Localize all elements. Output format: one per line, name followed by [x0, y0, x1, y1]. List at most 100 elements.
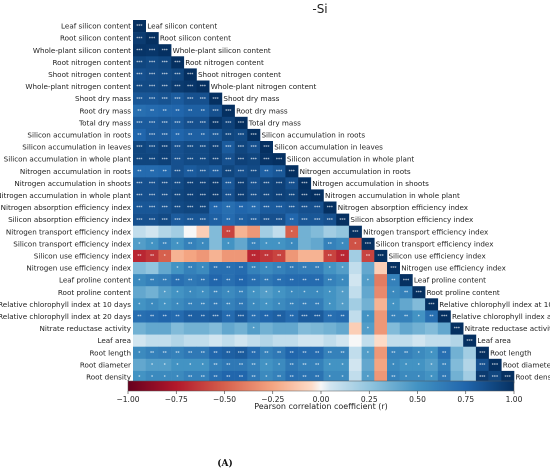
significance-mark: ** [150, 108, 154, 113]
significance-mark: *** [225, 169, 231, 174]
heatmap-cell [374, 262, 388, 275]
heatmap-cell [298, 358, 312, 372]
significance-mark: *** [174, 157, 180, 162]
significance-mark: *** [314, 205, 320, 210]
significance-mark: * [176, 290, 178, 295]
row-label: Shoot dry mass [75, 94, 131, 103]
heatmap-cell [196, 141, 210, 154]
heatmap-cell-diagonal [310, 189, 324, 202]
heatmap-cell [399, 358, 413, 372]
heatmap-cell [425, 346, 439, 360]
heatmap-cell [361, 346, 375, 360]
significance-mark: *** [479, 350, 485, 355]
significance-mark: *** [276, 193, 282, 198]
heatmap-cell [437, 370, 451, 384]
heatmap-cell [272, 262, 286, 275]
heatmap-cell [209, 249, 223, 263]
significance-mark: ** [150, 314, 154, 319]
significance-mark: *** [174, 169, 180, 174]
diagonal-label: Shoot dry mass [223, 94, 279, 103]
significance-mark: * [278, 362, 280, 367]
diagonal-label: Silicon accumulation in whole plant [287, 155, 415, 164]
heatmap-cell [145, 177, 159, 190]
heatmap-cell [399, 298, 413, 311]
significance-mark: *** [212, 157, 218, 162]
diagonal-label: Shoot nitrogen content [198, 70, 281, 79]
significance-mark: ** [277, 278, 281, 283]
heatmap-cell-diagonal [323, 201, 337, 214]
heatmap-cell [399, 370, 413, 384]
significance-mark: ** [340, 254, 344, 259]
colorbar-tick-label: −1.00 [117, 395, 140, 404]
significance-mark: *** [162, 181, 168, 186]
significance-mark: *** [238, 145, 244, 150]
significance-mark: ** [252, 375, 256, 380]
heatmap-cell [285, 225, 299, 239]
significance-mark: * [176, 241, 178, 246]
heatmap-cell [209, 141, 223, 154]
significance-mark: *** [314, 217, 320, 222]
heatmap-cell [234, 189, 248, 202]
heatmap-cell [285, 262, 299, 275]
heatmap-cell [310, 249, 324, 263]
heatmap-cell [171, 249, 185, 263]
heatmap-cell [234, 310, 248, 323]
heatmap-cell-diagonal [336, 213, 350, 226]
significance-mark: *** [149, 84, 155, 89]
heatmap-cell [272, 249, 286, 263]
heatmap-cell [310, 286, 324, 299]
heatmap-cell-diagonal [183, 68, 197, 81]
heatmap-cell [171, 116, 185, 130]
significance-mark: *** [416, 290, 422, 295]
significance-mark: *** [238, 157, 244, 162]
heatmap-cell [183, 346, 197, 360]
significance-mark: ** [175, 278, 179, 283]
heatmap-cell [361, 298, 375, 311]
heatmap-cell [158, 116, 172, 130]
heatmap-cell [133, 141, 146, 154]
diagonal-label: Root nitrogen content [185, 58, 264, 67]
significance-mark: ** [163, 241, 167, 246]
heatmap-cell [133, 274, 146, 287]
heatmap-cell [260, 286, 273, 299]
heatmap-cell [310, 310, 324, 323]
heatmap-cell [348, 310, 362, 323]
significance-mark: ** [137, 314, 141, 319]
colorbar-tick-label: −0.25 [261, 395, 284, 404]
diagonal-label: Nitrogen absorption efficiency index [338, 203, 469, 212]
heatmap-cell [196, 274, 210, 287]
heatmap-cell [221, 298, 235, 311]
heatmap-cell [171, 189, 185, 202]
heatmap-cell [133, 262, 146, 275]
significance-mark: *** [441, 314, 447, 319]
diagonal-label: Nitrate reductase activity [465, 324, 550, 333]
row-label: Root silicon content [60, 34, 131, 43]
heatmap-cell [209, 298, 223, 311]
heatmap-cell [133, 128, 146, 142]
significance-mark: *** [238, 350, 244, 355]
significance-mark: *** [187, 72, 193, 77]
heatmap-cell [196, 298, 210, 311]
significance-mark: *** [289, 205, 295, 210]
significance-mark: * [176, 375, 178, 380]
heatmap-cell [145, 189, 159, 202]
heatmap-cell [171, 274, 185, 287]
row-label: Nitrogen accumulation in roots [20, 167, 131, 176]
heatmap-cell [336, 334, 350, 347]
heatmap-cell [209, 213, 223, 226]
heatmap-cell [323, 334, 337, 347]
significance-mark: ** [163, 350, 167, 355]
significance-mark: ** [226, 278, 230, 283]
heatmap-cell [209, 225, 223, 239]
heatmap-cell [348, 358, 362, 372]
significance-mark: * [202, 266, 204, 271]
heatmap-cell [209, 237, 223, 251]
heatmap-cell [158, 370, 172, 384]
significance-mark: *** [301, 314, 307, 319]
significance-mark: * [164, 302, 166, 307]
significance-mark: * [138, 302, 140, 307]
diagonal-label: Silicon transport efficiency index [376, 239, 494, 248]
significance-mark: *** [212, 120, 218, 125]
significance-mark: *** [174, 60, 180, 65]
heatmap-cell [247, 225, 261, 239]
